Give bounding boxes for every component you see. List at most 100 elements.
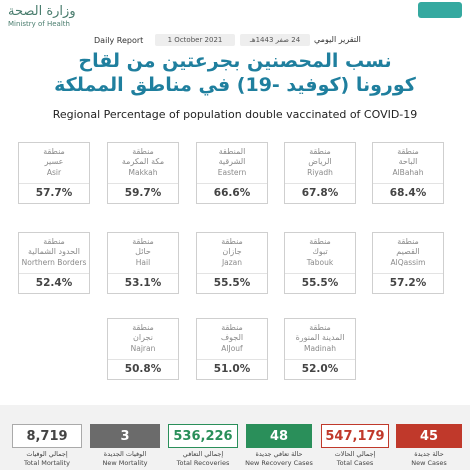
region-pct: 50.8% <box>108 359 178 379</box>
region-ar-2: الرياض <box>308 157 332 166</box>
stat-en: Total Mortality <box>23 459 71 467</box>
region-ar-1: منطقة <box>43 237 65 246</box>
region-pct: 57.7% <box>19 183 89 203</box>
region-ar: منطقة القصيم <box>373 237 443 257</box>
region-card: منطقة القصيم AlQassim 57.2% <box>372 232 444 294</box>
logo <box>418 2 462 18</box>
stat-en: New Cases <box>411 459 447 467</box>
region-pct: 59.7% <box>108 183 178 203</box>
region-en: Asir <box>46 168 62 177</box>
region-ar-1: منطقة <box>132 323 154 332</box>
region-en: Makkah <box>128 168 158 177</box>
stat-ar: إجمالي التعافي <box>182 450 224 458</box>
region-ar-2: حائل <box>135 247 151 256</box>
region-ar-1: منطقة <box>309 237 331 246</box>
region-pct: 52.0% <box>285 359 355 379</box>
title-ar-2: كورونا (كوفيد -19) في مناطق المملكة <box>54 74 416 96</box>
region-ar: منطقة الجوف <box>197 323 267 343</box>
region-ar-1: منطقة <box>221 237 243 246</box>
region-en: Hail <box>135 258 151 267</box>
report-en: Daily Report <box>94 36 144 45</box>
stat-value: 48 <box>246 424 312 448</box>
region-card: منطقة الجوف AlJouf 51.0% <box>196 318 268 380</box>
region-ar-1: المنطقة <box>218 147 246 156</box>
stat-ar: إجمالي الوفيات <box>26 450 68 458</box>
region-card: منطقة عسير Asir 57.7% <box>18 142 90 204</box>
region-ar-2: تبوك <box>312 247 328 256</box>
region-en: Riyadh <box>307 168 333 177</box>
region-ar: المنطقة الشرقية <box>197 147 267 167</box>
region-en: Tabouk <box>306 258 334 267</box>
region-pct: 52.4% <box>19 273 89 293</box>
region-ar-2: جازان <box>222 247 242 256</box>
region-en: AlQassim <box>390 258 426 267</box>
title-ar-1: نسب المحصنين بجرعتين من لقاح <box>78 50 392 72</box>
subtitle-en: Regional Percentage of population double… <box>52 108 418 121</box>
region-pct: 57.2% <box>373 273 443 293</box>
stat-ar: حالة جديدة <box>414 450 444 458</box>
region-en: AlBahah <box>392 168 424 177</box>
region-card: منطقة المدينة المنورة Madinah 52.0% <box>284 318 356 380</box>
region-ar-2: القصيم <box>396 247 420 256</box>
region-pct: 55.5% <box>285 273 355 293</box>
region-pct: 51.0% <box>197 359 267 379</box>
stat-value: 536,226 <box>168 424 238 448</box>
region-card: منطقة جازان Jazan 55.5% <box>196 232 268 294</box>
ministry-ar: وزارة الصحة <box>8 4 76 19</box>
region-ar-2: المدينة المنورة <box>295 333 345 342</box>
region-ar: منطقة الباحة <box>373 147 443 167</box>
region-en: Najran <box>130 344 156 353</box>
stat-en: Total Recoveries <box>176 459 230 467</box>
region-ar-2: الحدود الشمالية <box>28 247 80 256</box>
stat-value: 8,719 <box>12 424 82 448</box>
region-pct: 53.1% <box>108 273 178 293</box>
region-ar-2: الجوف <box>220 333 244 342</box>
stat-value: 3 <box>90 424 160 448</box>
region-ar: منطقة حائل <box>108 237 178 257</box>
region-ar-1: منطقة <box>43 147 65 156</box>
region-en: Eastern <box>217 168 247 177</box>
region-card: منطقة مكة المكرمة Makkah 59.7% <box>107 142 179 204</box>
region-ar: منطقة المدينة المنورة <box>285 323 355 343</box>
region-ar: منطقة مكة المكرمة <box>108 147 178 167</box>
region-en: AlJouf <box>221 344 243 353</box>
region-pct: 55.5% <box>197 273 267 293</box>
region-pct: 66.6% <box>197 183 267 203</box>
region-ar: منطقة تبوك <box>285 237 355 257</box>
region-card: منطقة حائل Hail 53.1% <box>107 232 179 294</box>
region-en: Madinah <box>303 344 336 353</box>
region-ar-1: منطقة <box>309 323 331 332</box>
region-ar-1: منطقة <box>397 237 419 246</box>
region-en: Jazan <box>221 258 243 267</box>
region-pct: 68.4% <box>373 183 443 203</box>
stat-ar: الوفيات الجديدة <box>103 450 147 458</box>
region-ar-2: نجران <box>133 333 153 342</box>
stat-ar: إجمالي الحالات <box>334 450 376 458</box>
region-ar-1: منطقة <box>397 147 419 156</box>
region-card: منطقة الرياض Riyadh 67.8% <box>284 142 356 204</box>
region-ar: منطقة جازان <box>197 237 267 257</box>
date-hijri: 24 صفر 1443هـ <box>240 34 310 46</box>
region-card: منطقة الحدود الشمالية Northern Borders 52.4… <box>18 232 90 294</box>
region-ar: منطقة الرياض <box>285 147 355 167</box>
region-ar: منطقة عسير <box>19 147 89 167</box>
region-pct: 67.8% <box>285 183 355 203</box>
region-card: منطقة الباحة AlBahah 68.4% <box>372 142 444 204</box>
region-card: المنطقة الشرقية Eastern 66.6% <box>196 142 268 204</box>
region-card: منطقة نجران Najran 50.8% <box>107 318 179 380</box>
stat-value: 547,179 <box>321 424 389 448</box>
report-ar: التقرير اليومي <box>314 35 361 44</box>
region-ar-2: الباحة <box>398 157 418 166</box>
stat-en: New Mortality <box>102 459 148 467</box>
stat-en: Total Cases <box>336 459 374 467</box>
date-en: 1 October 2021 <box>155 34 235 46</box>
region-card: منطقة تبوك Tabouk 55.5% <box>284 232 356 294</box>
region-ar-1: منطقة <box>309 147 331 156</box>
stat-ar: حالة تعافي جديدة <box>255 450 303 458</box>
region-ar-2: عسير <box>44 157 64 166</box>
ministry-en: Ministry of Health <box>8 20 70 28</box>
region-ar-1: منطقة <box>132 237 154 246</box>
stat-en: New Recovery Cases <box>245 459 313 467</box>
region-ar-2: مكة المكرمة <box>121 157 165 166</box>
